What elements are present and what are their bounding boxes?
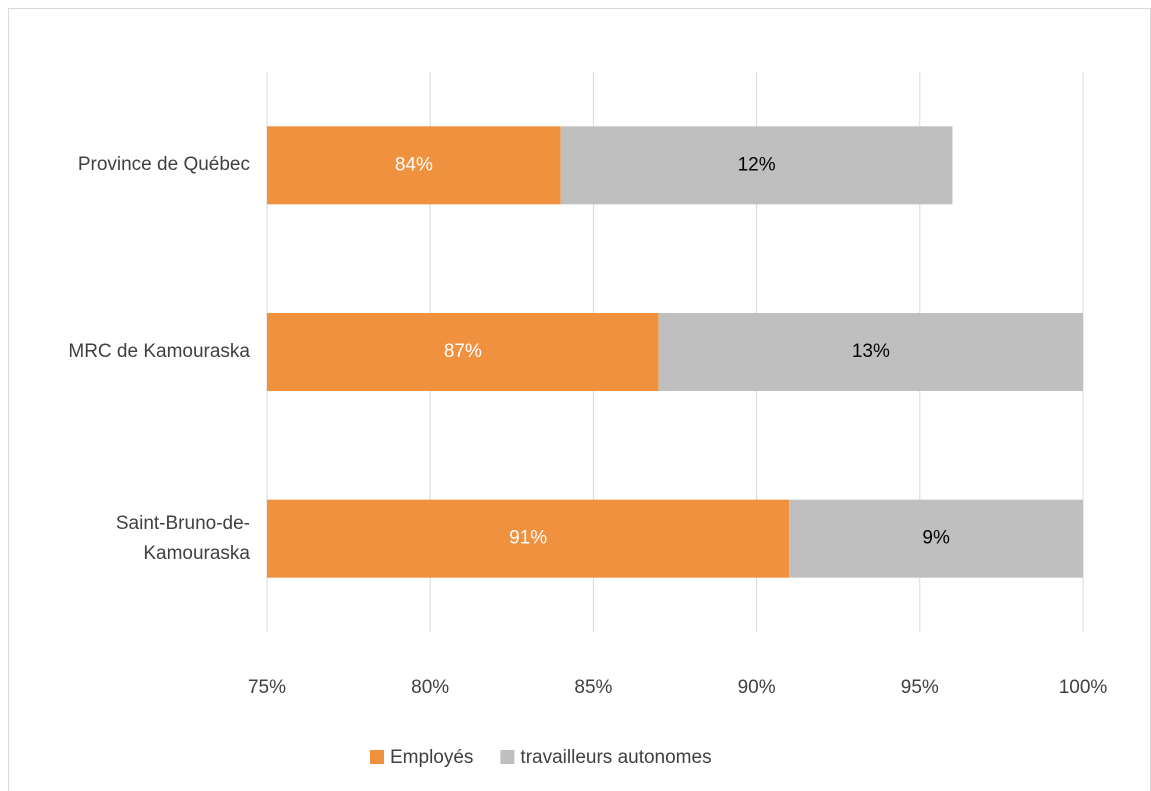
x-tick-label: 95% <box>901 677 939 698</box>
bar-segment <box>267 313 659 391</box>
data-label: 13% <box>852 341 890 362</box>
chart-border <box>8 8 1151 791</box>
data-label: 12% <box>738 154 776 175</box>
y-tick-label: Province de Québec <box>77 154 250 176</box>
bar-segment <box>267 126 561 205</box>
x-tick-label: 90% <box>738 677 776 698</box>
data-label: 91% <box>509 528 547 549</box>
x-tick-label: 75% <box>248 677 286 698</box>
legend-swatch <box>500 750 515 764</box>
y-tick-label: Saint-Bruno-de-Kamouraska <box>115 512 250 564</box>
bar-segment <box>267 499 790 578</box>
bar-segment <box>560 126 953 205</box>
bar-segment <box>658 313 1083 391</box>
legend-label: travailleurs autonomes <box>520 747 711 768</box>
legend-label: Employés <box>390 747 473 768</box>
bar-segment <box>789 499 1083 578</box>
y-tick-label: MRC de Kamouraska <box>68 341 250 362</box>
data-label: 87% <box>444 341 482 362</box>
data-label: 9% <box>922 528 950 549</box>
data-label: 84% <box>395 154 433 175</box>
x-tick-label: 80% <box>411 677 449 698</box>
x-tick-label: 100% <box>1059 677 1108 698</box>
x-tick-label: 85% <box>574 677 612 698</box>
legend-swatch <box>370 750 384 764</box>
